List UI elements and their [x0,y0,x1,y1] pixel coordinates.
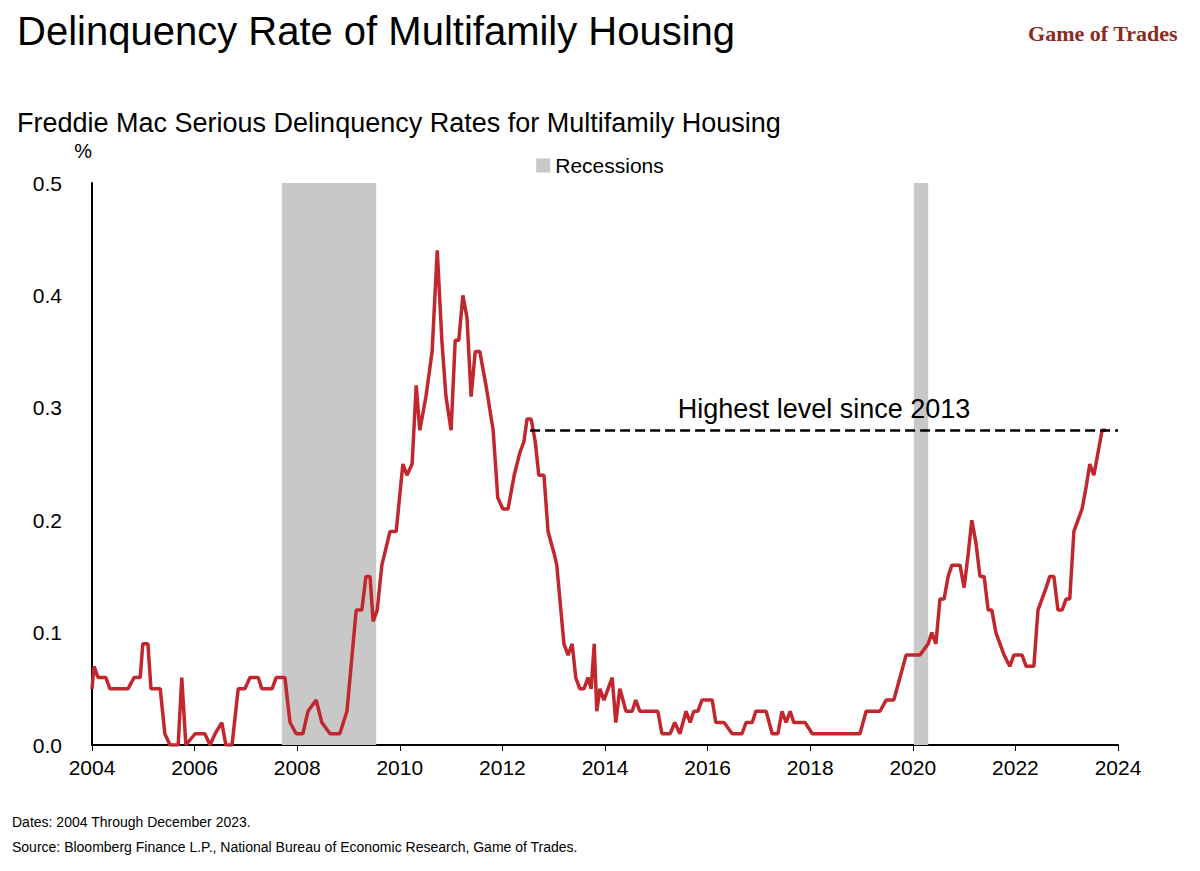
svg-text:0.2: 0.2 [33,509,62,532]
svg-text:Source: Bloomberg Finance L.P.: Source: Bloomberg Finance L.P., National… [12,839,577,855]
svg-text:2022: 2022 [992,756,1039,779]
svg-text:2010: 2010 [376,756,423,779]
svg-text:0.5: 0.5 [33,172,62,195]
svg-text:2008: 2008 [274,756,321,779]
svg-text:2020: 2020 [889,756,936,779]
svg-text:Delinquency Rate of Multifamil: Delinquency Rate of Multifamily Housing [17,9,735,53]
svg-text:2016: 2016 [684,756,731,779]
svg-text:%: % [74,140,92,162]
svg-text:2012: 2012 [479,756,526,779]
svg-text:Freddie Mac Serious Delinquenc: Freddie Mac Serious Delinquency Rates fo… [17,108,781,138]
svg-text:Game of Trades: Game of Trades [1028,21,1178,46]
svg-text:2006: 2006 [171,756,218,779]
svg-text:2024: 2024 [1095,756,1142,779]
svg-text:Dates: 2004 Through December 2: Dates: 2004 Through December 2023. [12,814,251,830]
svg-text:2004: 2004 [69,756,116,779]
svg-text:Recessions: Recessions [555,154,664,177]
svg-text:0.3: 0.3 [33,396,62,419]
svg-text:Highest level since 2013: Highest level since 2013 [678,394,971,424]
svg-text:0.1: 0.1 [33,621,62,644]
svg-text:0.0: 0.0 [33,734,62,757]
svg-text:0.4: 0.4 [33,284,63,307]
svg-text:2014: 2014 [582,756,629,779]
svg-text:2018: 2018 [787,756,834,779]
